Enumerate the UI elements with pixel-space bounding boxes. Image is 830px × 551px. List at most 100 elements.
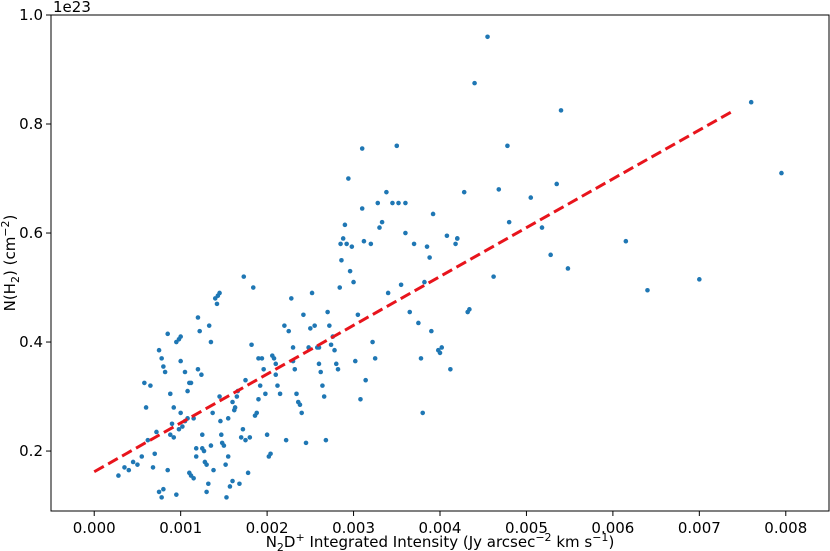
- data-point: [154, 429, 159, 435]
- data-point: [206, 481, 211, 487]
- data-point: [548, 252, 553, 258]
- data-point: [273, 372, 279, 378]
- data-point: [467, 307, 472, 312]
- data-point: [218, 418, 223, 424]
- data-point: [363, 377, 368, 383]
- x-tick-label: 0.006: [591, 519, 634, 537]
- data-point: [254, 410, 260, 416]
- data-point: [496, 187, 502, 192]
- data-point: [385, 290, 391, 296]
- data-point: [394, 143, 400, 149]
- data-point: [697, 277, 702, 282]
- data-point: [116, 473, 121, 478]
- data-point: [188, 380, 194, 386]
- data-point: [491, 274, 496, 279]
- data-point: [346, 176, 351, 181]
- data-point: [165, 467, 170, 473]
- data-point: [748, 99, 754, 105]
- data-point: [297, 402, 303, 408]
- data-point: [182, 369, 188, 375]
- data-point: [327, 323, 332, 328]
- x-tick-label: 0.005: [505, 519, 548, 537]
- data-point: [193, 454, 199, 459]
- data-point: [199, 372, 204, 378]
- data-point: [185, 388, 190, 394]
- data-point: [323, 437, 329, 443]
- data-point: [221, 443, 227, 448]
- data-point: [448, 366, 453, 372]
- data-point: [156, 347, 162, 353]
- data-point: [379, 219, 385, 225]
- data-point: [416, 320, 421, 326]
- data-point: [167, 391, 173, 397]
- data-point: [161, 486, 166, 492]
- data-point: [142, 380, 147, 386]
- data-point: [420, 410, 426, 416]
- data-point: [165, 331, 170, 337]
- data-point: [210, 410, 215, 416]
- data-point: [335, 366, 341, 372]
- data-point: [337, 285, 343, 290]
- data-point: [283, 437, 289, 443]
- data-point: [277, 391, 283, 397]
- data-point: [204, 489, 209, 495]
- data-point: [418, 356, 424, 361]
- data-point: [437, 350, 443, 356]
- data-point: [135, 462, 140, 467]
- data-point: [565, 266, 571, 271]
- data-point: [204, 462, 209, 467]
- data-point: [148, 383, 153, 388]
- y-tick-label: 0.6: [19, 224, 43, 242]
- data-point: [372, 356, 378, 361]
- data-point: [256, 396, 261, 402]
- data-point: [257, 383, 263, 388]
- data-point: [250, 285, 256, 290]
- data-point: [779, 170, 784, 176]
- data-point: [243, 437, 248, 443]
- data-point: [375, 200, 381, 206]
- data-point: [403, 230, 408, 236]
- data-point: [241, 274, 247, 279]
- data-point: [249, 342, 254, 348]
- data-point: [171, 435, 177, 440]
- y-tick-label: 0.8: [19, 115, 43, 133]
- data-point: [321, 394, 327, 399]
- data-point: [261, 366, 266, 372]
- data-point: [217, 394, 222, 399]
- data-point: [396, 200, 401, 206]
- data-point: [384, 189, 389, 195]
- data-point: [351, 279, 356, 285]
- data-point: [178, 334, 183, 339]
- data-point: [289, 296, 294, 301]
- x-tick-label: 0.002: [246, 519, 289, 537]
- data-point: [430, 211, 436, 217]
- data-point: [193, 446, 199, 451]
- data-point: [243, 377, 248, 383]
- x-tick-label: 0.004: [419, 519, 462, 537]
- data-point: [208, 443, 214, 448]
- data-point: [316, 361, 322, 367]
- data-point: [294, 391, 299, 397]
- data-point: [454, 236, 460, 241]
- data-point: [286, 328, 292, 334]
- x-tick-label: 0.000: [73, 519, 116, 537]
- data-point: [377, 225, 382, 230]
- data-point: [299, 410, 304, 416]
- data-point: [301, 312, 306, 318]
- data-point: [199, 432, 205, 437]
- data-point: [390, 200, 395, 206]
- data-point: [539, 225, 545, 230]
- data-point: [171, 405, 177, 410]
- x-axis: 0.000 0.001 0.002 0.003 0.004 0.005 0.006 0.007…: [73, 511, 807, 537]
- data-point: [122, 465, 127, 470]
- data-point: [422, 279, 427, 285]
- data-point: [349, 244, 355, 249]
- data-point: [256, 356, 261, 361]
- data-point: [338, 241, 343, 247]
- data-point: [178, 358, 183, 364]
- x-axis-label: N2D+ Integrated Intensity (Jy arcsec−2 k…: [266, 531, 615, 551]
- x-tick-label: 0.003: [332, 519, 375, 537]
- data-point: [178, 410, 183, 416]
- data-point: [359, 206, 365, 211]
- data-point: [259, 356, 265, 361]
